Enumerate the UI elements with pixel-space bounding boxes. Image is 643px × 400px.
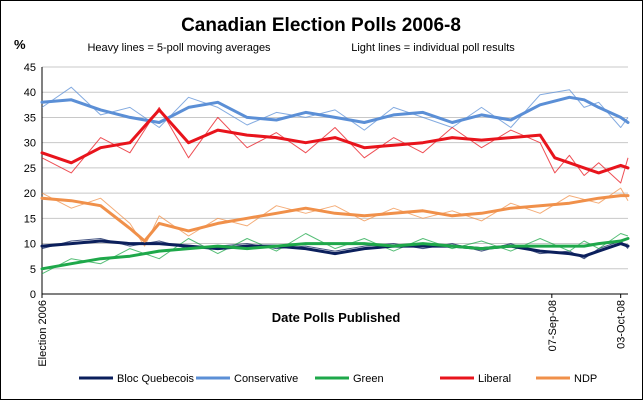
chart-subtitle-light-lines: Light lines = individual poll results [351, 42, 515, 54]
legend: Bloc Quebecois Conservative Green Liberal ND… [79, 373, 597, 385]
legend-label-4: NDP [574, 373, 597, 385]
gridlines [42, 66, 628, 295]
moving-average-line-4 [40, 194, 630, 243]
y-tick-label: 10 [24, 239, 36, 251]
chart-subtitle-heavy-lines: Heavy lines = 5-poll moving averages [87, 42, 271, 54]
y-tick-label: 45 [24, 62, 36, 74]
y-axis-label: % [14, 37, 26, 52]
x-tick-label: 07-Sep-08 [547, 300, 559, 351]
series-lines [40, 86, 630, 275]
legend-label-3: Liberal [478, 373, 511, 385]
y-tick-label: 5 [30, 264, 36, 276]
legend-label-0: Bloc Quebecois [117, 373, 195, 385]
moving-average-line-3 [40, 108, 630, 175]
moving-average-line-0 [40, 239, 630, 258]
poll-line-4 [41, 187, 629, 247]
axes: 0 5 10 15 20 25 30 35 40 45 Election 2006 07-Sep-08… [24, 62, 628, 367]
y-tick-label: 40 [24, 87, 36, 99]
x-axis-title: Date Polls Published [272, 310, 401, 325]
x-tick-label: 03-Oct-08 [616, 300, 628, 349]
y-tick-label: 25 [24, 163, 36, 175]
y-tick-label: 35 [24, 112, 36, 124]
legend-label-2: Green [353, 373, 384, 385]
y-tick-label: 15 [24, 213, 36, 225]
y-tick-label: 30 [24, 138, 36, 150]
poll-line-1 [41, 86, 629, 131]
y-tick-label: 20 [24, 188, 36, 200]
y-tick-label: 0 [30, 289, 36, 301]
chart-title: Canadian Election Polls 2006-8 [181, 15, 461, 36]
x-tick-label: Election 2006 [37, 300, 49, 367]
moving-average-line-2 [40, 237, 630, 271]
poll-line-2 [41, 233, 629, 275]
legend-label-1: Conservative [234, 373, 298, 385]
